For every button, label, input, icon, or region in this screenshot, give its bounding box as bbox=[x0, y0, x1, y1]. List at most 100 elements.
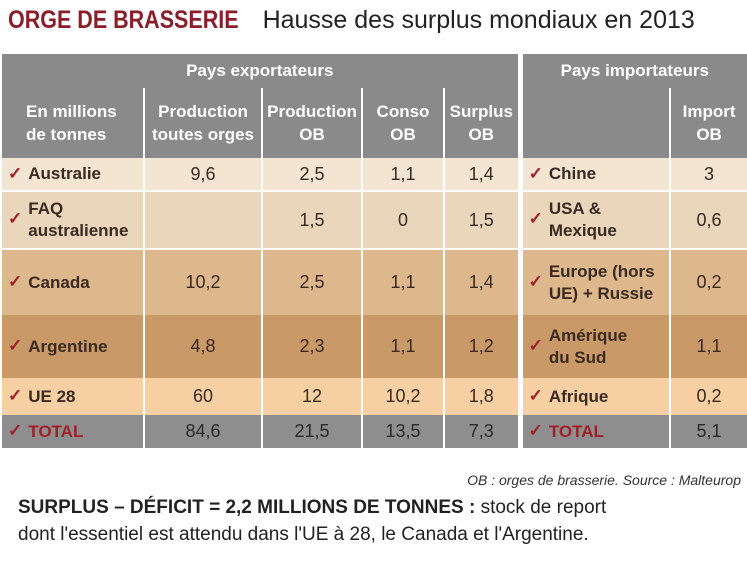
exporter-country: TOTAL bbox=[28, 421, 84, 441]
importer-label: ✓ TOTAL bbox=[517, 415, 671, 448]
cell-production-all bbox=[143, 190, 262, 249]
cell-import-ob: 3 bbox=[669, 158, 747, 191]
table-body: ✓ Australie 9,6 2,5 1,1 1,4 ✓ Chine 3 ✓FAQ… bbox=[2, 158, 747, 448]
importer-country-l2: du Sud bbox=[548, 347, 607, 367]
footnote: SURPLUS – DÉFICIT = 2,2 MILLIONS DE TONN… bbox=[18, 494, 738, 548]
cell-production-ob: 1,5 bbox=[261, 190, 362, 249]
cell-production-ob: 2,5 bbox=[261, 158, 362, 191]
check-icon: ✓ bbox=[528, 163, 543, 183]
cell-conso-ob: 1,1 bbox=[361, 248, 444, 315]
importer-country: USA & Mexique bbox=[549, 198, 617, 242]
check-icon: ✓ bbox=[528, 421, 543, 441]
check-icon: ✓ bbox=[8, 336, 23, 356]
exporter-country: Canada bbox=[28, 272, 90, 292]
title-kicker: ORGE DE BRASSERIE bbox=[8, 6, 239, 34]
col-header-surplus-ob-l1: Surplus bbox=[449, 102, 513, 121]
cell-surplus-ob: 1,8 bbox=[442, 378, 521, 415]
check-icon: ✓ bbox=[8, 421, 23, 441]
importer-country: TOTAL bbox=[548, 421, 604, 441]
cell-production-ob: 21,5 bbox=[261, 415, 362, 448]
cell-production-all: 10,2 bbox=[143, 248, 262, 315]
data-table: Pays exportateurs Pays importateurs En m… bbox=[2, 54, 747, 448]
cell-production-all: 4,8 bbox=[143, 315, 262, 378]
col-header-import-ob-l1: Import bbox=[682, 102, 736, 121]
check-icon: ✓ bbox=[528, 271, 543, 291]
col-header-production-ob-l1: Production bbox=[267, 102, 357, 121]
cell-surplus-ob: 1,4 bbox=[442, 158, 521, 191]
check-icon: ✓ bbox=[8, 272, 23, 292]
check-icon: ✓ bbox=[528, 335, 543, 355]
col-header-production-ob-l2: OB bbox=[299, 125, 325, 144]
col-header-production-ob: Production OB bbox=[261, 88, 362, 158]
cell-surplus-ob: 1,5 bbox=[442, 190, 521, 249]
exporter-country: UE 28 bbox=[28, 386, 76, 406]
row-label: ✓ FAQ australienne bbox=[2, 190, 144, 249]
exporter-country: Australie bbox=[28, 164, 101, 184]
importer-country-l1: USA & bbox=[548, 199, 602, 218]
col-header-unit-l2: de tonnes bbox=[26, 125, 107, 144]
importer-country: Amérique du Sud bbox=[549, 325, 627, 369]
row-label: ✓ Canada bbox=[2, 248, 144, 315]
check-icon: ✓ bbox=[8, 386, 23, 406]
col-header-production-all-l2: toutes orges bbox=[151, 125, 255, 144]
exporter-country: Argentine bbox=[28, 336, 108, 356]
col-header-conso-ob-l1: Conso bbox=[376, 102, 430, 121]
col-header-import-ob: Import OB bbox=[669, 88, 747, 158]
table-row: ✓ FAQ australienne 1,5 0 1,5 ✓ USA & Mexique… bbox=[2, 190, 747, 249]
check-icon: ✓ bbox=[528, 386, 543, 406]
col-header-surplus-ob: Surplus OB bbox=[442, 88, 521, 158]
importer-country: Europe (hors UE) + Russie bbox=[549, 261, 655, 305]
cell-conso-ob: 0 bbox=[361, 190, 444, 249]
col-header-importer-country bbox=[517, 88, 671, 158]
cell-production-all: 84,6 bbox=[143, 415, 262, 448]
cell-surplus-ob: 7,3 bbox=[442, 415, 521, 448]
check-icon: ✓ bbox=[8, 163, 23, 183]
source-note: OB : orges de brasserie. Source : Malteu… bbox=[467, 472, 741, 488]
row-label: ✓ Argentine bbox=[2, 315, 144, 378]
group-importers-header: Pays importateurs bbox=[517, 54, 747, 88]
header-columns-row: En millions de tonnes Production toutes … bbox=[2, 88, 747, 158]
cell-production-ob: 12 bbox=[261, 378, 362, 415]
check-icon: ✓ bbox=[8, 209, 23, 229]
cell-production-all: 60 bbox=[143, 378, 262, 415]
cell-production-ob: 2,5 bbox=[261, 248, 362, 315]
cell-surplus-ob: 1,2 bbox=[442, 315, 521, 378]
importer-country-l1: Amérique bbox=[548, 325, 628, 345]
exporter-country: FAQ australienne bbox=[28, 198, 128, 242]
col-header-production-all: Production toutes orges bbox=[143, 88, 262, 158]
col-header-surplus-ob-l2: OB bbox=[468, 125, 495, 144]
importer-country-l1: Europe (hors bbox=[548, 261, 655, 281]
table-row: ✓ Canada 10,2 2,5 1,1 1,4 ✓Europe (hors UE… bbox=[2, 248, 747, 315]
group-exporters-header: Pays exportateurs bbox=[2, 54, 521, 88]
col-header-unit: En millions de tonnes bbox=[2, 88, 144, 158]
col-header-conso-ob: Conso OB bbox=[361, 88, 444, 158]
table-row: ✓ UE 28 60 12 10,2 1,8 ✓ Afrique 0,2 bbox=[2, 378, 747, 415]
importer-label: ✓ Chine bbox=[517, 158, 671, 191]
cell-conso-ob: 13,5 bbox=[361, 415, 444, 448]
footnote-rest: stock de report bbox=[475, 497, 607, 518]
title-row: ORGE DE BRASSERIE Hausse des surplus mon… bbox=[8, 6, 695, 40]
importer-label: ✓ USA & Mexique bbox=[517, 190, 671, 249]
cell-production-ob: 2,3 bbox=[261, 315, 362, 378]
cell-surplus-ob: 1,4 bbox=[442, 248, 521, 315]
cell-import-ob: 0,2 bbox=[669, 378, 747, 415]
header-group-row: Pays exportateurs Pays importateurs bbox=[2, 54, 747, 88]
importer-label: ✓ Afrique bbox=[517, 378, 671, 415]
cell-conso-ob: 1,1 bbox=[361, 315, 444, 378]
row-label: ✓ TOTAL bbox=[2, 415, 144, 448]
importer-country: Chine bbox=[548, 164, 597, 184]
table-row-total: ✓ TOTAL 84,6 21,5 13,5 7,3 ✓ TOTAL 5,1 bbox=[2, 415, 747, 448]
check-icon: ✓ bbox=[528, 209, 543, 229]
cell-conso-ob: 1,1 bbox=[361, 158, 444, 191]
chart-title: Hausse des surplus mondiaux en 2013 bbox=[262, 6, 695, 34]
cell-production-all: 9,6 bbox=[143, 158, 262, 191]
importer-label: ✓Amérique du Sud bbox=[517, 315, 671, 378]
exporter-country-l2: australienne bbox=[28, 221, 129, 240]
col-header-import-ob-l2: OB bbox=[696, 125, 722, 144]
col-header-production-all-l1: Production bbox=[158, 102, 248, 121]
importer-country: Afrique bbox=[548, 386, 609, 406]
cell-import-ob: 0,2 bbox=[669, 248, 747, 315]
cell-conso-ob: 10,2 bbox=[361, 378, 444, 415]
row-label: ✓ UE 28 bbox=[2, 378, 144, 415]
cell-import-ob: 1,1 bbox=[669, 315, 747, 378]
